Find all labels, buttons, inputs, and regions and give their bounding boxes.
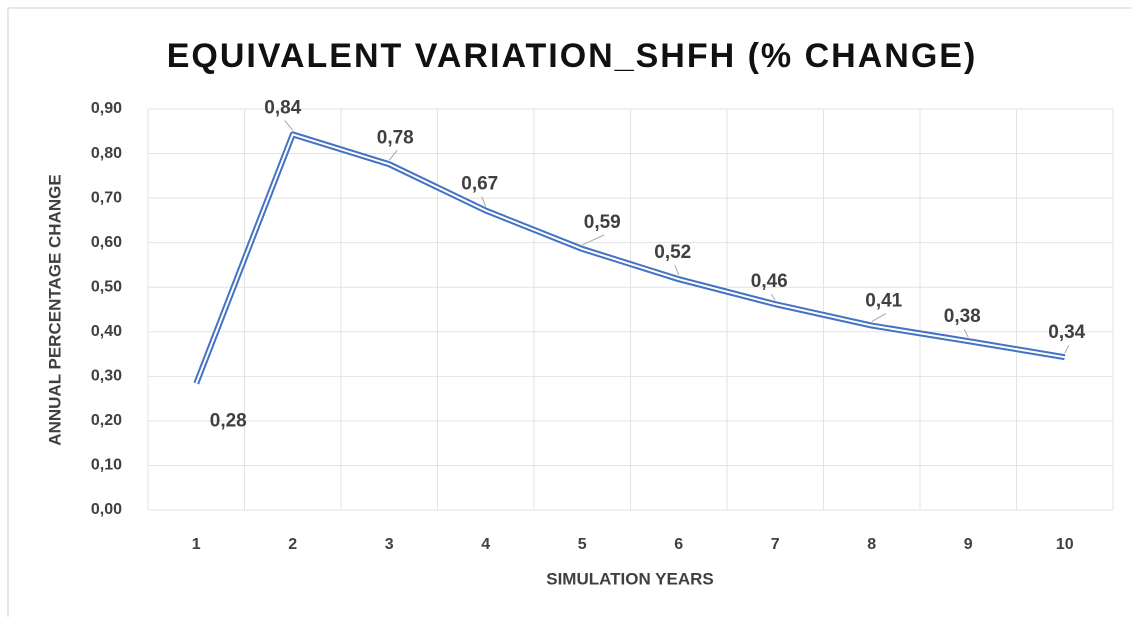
y-tick-label: 0,10 (91, 457, 122, 474)
x-tick-label: 8 (867, 536, 876, 553)
x-tick-label: 4 (481, 536, 490, 553)
x-tick-label: 10 (1056, 536, 1074, 553)
y-tick-label: 0,60 (91, 234, 122, 251)
y-axis-title: ANNUAL PERCENTAGE CHANGE (45, 174, 64, 445)
x-tick-label: 1 (192, 536, 201, 553)
leader-line (1064, 344, 1070, 354)
series-line-inner (195, 133, 1065, 384)
y-tick-label: 0,20 (91, 412, 122, 429)
x-tick-label: 7 (771, 536, 780, 553)
leader-line (388, 149, 398, 161)
x-tick-label: 6 (674, 536, 683, 553)
y-tick-label: 0,80 (91, 145, 122, 162)
leader-line (770, 293, 776, 301)
leader-line (284, 120, 294, 131)
leader-line (674, 265, 680, 276)
data-label: 0,78 (377, 127, 414, 148)
x-axis-title: SIMULATION YEARS (546, 569, 714, 588)
y-tick-label: 0,90 (91, 100, 122, 117)
y-tick-label: 0,40 (91, 323, 122, 340)
data-label: 0,59 (584, 212, 621, 233)
data-label: 0,67 (461, 174, 498, 195)
data-label: 0,34 (1048, 322, 1085, 343)
leader-line (582, 234, 605, 246)
y-tick-label: 0,00 (91, 501, 122, 518)
y-tick-label: 0,50 (91, 278, 122, 295)
data-label: 0,28 (210, 410, 247, 431)
x-tick-label: 9 (964, 536, 973, 553)
data-label: 0,38 (944, 306, 981, 327)
data-label: 0,46 (751, 271, 788, 292)
data-label: 0,41 (865, 291, 902, 312)
x-tick-label: 5 (578, 536, 587, 553)
leader-line (963, 328, 969, 338)
data-label: 0,52 (654, 242, 691, 263)
x-tick-label: 2 (288, 536, 297, 553)
x-tick-label: 3 (385, 536, 394, 553)
leader-line (871, 313, 886, 322)
y-tick-label: 0,70 (91, 189, 122, 206)
leader-line (481, 196, 487, 207)
y-tick-label: 0,30 (91, 368, 122, 385)
data-label: 0,84 (264, 97, 301, 118)
chart-title: EQUIVALENT VARIATION_SHFH (% CHANGE) (167, 37, 978, 75)
